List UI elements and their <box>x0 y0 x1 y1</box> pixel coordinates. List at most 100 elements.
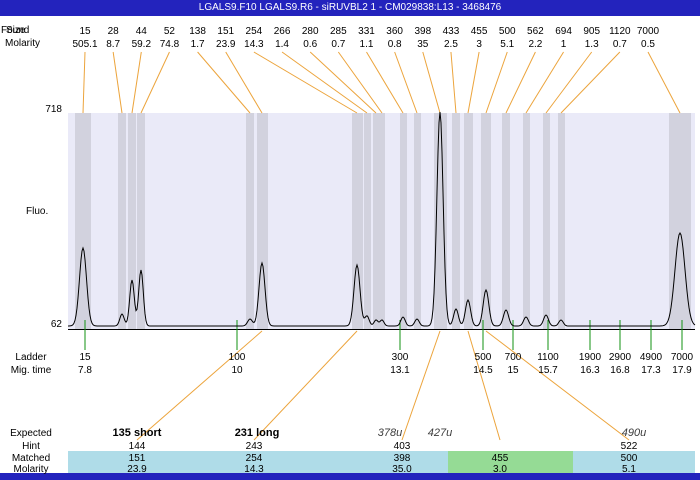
found-molarity-value: 1.3 <box>584 39 599 50</box>
found-size-value: 455 <box>470 26 488 37</box>
peak-band <box>433 113 447 329</box>
found-size-value: 562 <box>527 26 544 37</box>
found-size-value: 433 <box>442 26 460 37</box>
peak-band <box>351 113 363 329</box>
ladder-size-value: 1900 <box>578 352 602 363</box>
y-axis-title: Fluo. <box>26 206 49 217</box>
size-connector-line <box>197 51 251 114</box>
peak-band <box>399 113 407 329</box>
size-connector-line <box>647 51 681 114</box>
bottom-bar <box>0 473 700 480</box>
found-molarity-value: 59.2 <box>131 39 152 50</box>
ladder-time-value: 17.3 <box>641 365 661 376</box>
y-axis-max-label: 718 <box>45 104 62 115</box>
found-size-value: 500 <box>498 26 516 37</box>
peak-band <box>128 113 136 329</box>
peak-band <box>413 113 421 329</box>
expected-label: Expected <box>10 428 52 439</box>
found-molarity-value: 14.3 <box>244 39 264 50</box>
expected-product-name: 490u <box>621 427 647 439</box>
found-size-value: 28 <box>107 26 119 37</box>
found-molarity-value: 1.1 <box>359 39 374 50</box>
matched-size-value: 398 <box>393 453 411 464</box>
ladder-size-value: 4900 <box>639 352 663 363</box>
expected-connector-line <box>253 330 358 441</box>
found-molarity-value: 1.7 <box>190 39 205 50</box>
expected-connector-line <box>485 330 630 441</box>
expected-connector-line <box>136 330 263 441</box>
found-size-value: 694 <box>555 26 572 37</box>
peak-band <box>542 113 550 329</box>
found-molarity-value: 2.5 <box>443 39 458 50</box>
size-connector-line <box>281 51 368 114</box>
ladder-time-value: 10 <box>231 365 243 376</box>
found-size-value: 151 <box>217 26 235 37</box>
peak-band <box>522 113 530 329</box>
ladder-size-value: 7000 <box>670 352 694 363</box>
size-connector-line <box>450 51 457 114</box>
found-size-value: 280 <box>301 26 319 37</box>
peak-band <box>557 113 565 329</box>
found-molarity-value: 0.7 <box>331 39 346 50</box>
ladder-time-value: 13.1 <box>390 365 410 376</box>
size-connector-line <box>505 51 536 114</box>
found-label: Found <box>1 25 30 36</box>
matched-molarity-value: 35.0 <box>392 464 412 475</box>
peak-band <box>256 113 268 329</box>
ladder-size-value: 2900 <box>608 352 632 363</box>
ladder-size-value: 700 <box>504 352 522 363</box>
found-molarity-value: 0.6 <box>303 39 318 50</box>
matched-size-value: 254 <box>245 453 263 464</box>
size-connector-line <box>82 51 86 114</box>
peak-band <box>75 113 91 329</box>
found-size-value: 398 <box>414 26 432 37</box>
expected-connector-line <box>401 330 441 441</box>
found-size-value: 254 <box>245 26 263 37</box>
hint-label: Hint <box>22 441 40 452</box>
title-text: LGALS9.F10 LGALS9.R6 - siRUVBL2 1 - CM02… <box>198 2 502 13</box>
found-molarity-value: 3 <box>476 39 482 50</box>
matched-size-value: 151 <box>128 453 146 464</box>
found-molarity-value: 1 <box>560 39 567 50</box>
found-size-value: 7000 <box>636 26 660 37</box>
found-size-value: 285 <box>330 26 347 37</box>
size-connector-line <box>112 51 123 114</box>
expected-connector-line <box>467 330 501 441</box>
found-molarity-value: 35 <box>417 39 429 50</box>
peak-band <box>137 113 145 329</box>
found-molarity-value: 8.7 <box>106 39 121 50</box>
matched-size-value: 500 <box>620 453 638 464</box>
expected-product-name: 378u <box>377 427 403 439</box>
matched-molarity-value: 14.3 <box>244 464 264 475</box>
mig-time-label: Mig. time <box>10 365 52 376</box>
size-connector-line <box>467 51 480 114</box>
found-molarity-value: 0.7 <box>612 39 627 50</box>
ladder-time-value: 14.5 <box>473 365 493 376</box>
found-size-value: 331 <box>358 26 375 37</box>
ladder-size-value: 500 <box>474 352 492 363</box>
ladder-time-value: 7.8 <box>78 365 92 376</box>
found-size-value: 138 <box>189 26 206 37</box>
found-molarity-value: 5.1 <box>500 39 515 50</box>
molarity-label: Molarity <box>5 38 41 49</box>
molarity-row-label: Molarity <box>13 464 49 475</box>
expected-product-name: 135 short <box>112 427 162 439</box>
found-molarity-value: 2.2 <box>528 39 543 50</box>
ladder-time-value: 15 <box>507 365 519 376</box>
ladder-label: Ladder <box>15 352 47 363</box>
peak-band <box>118 113 126 329</box>
size-label: Size <box>6 25 26 36</box>
peak-band <box>463 113 473 329</box>
size-connector-line <box>422 51 441 114</box>
peak-band <box>452 113 460 329</box>
size-connector-line <box>337 51 383 114</box>
found-size-value: 1120 <box>609 26 631 37</box>
ladder-time-value: 16.8 <box>610 365 630 376</box>
ladder-size-value: 100 <box>228 352 246 363</box>
size-connector-line <box>394 51 418 114</box>
found-size-value: 905 <box>583 26 601 37</box>
matched-size-value: 455 <box>491 453 509 464</box>
found-molarity-value: 1.4 <box>275 39 289 50</box>
size-connector-line <box>366 51 404 114</box>
found-molarity-value: 505.1 <box>72 39 98 50</box>
